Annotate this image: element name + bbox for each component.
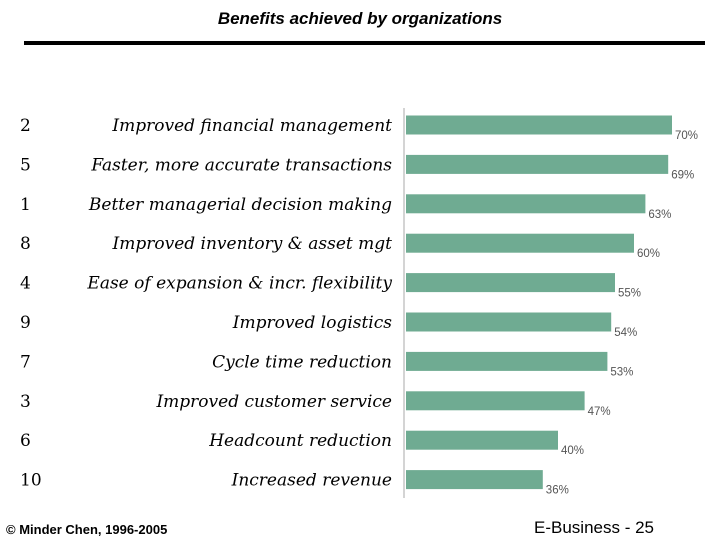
- bar: [406, 391, 585, 411]
- value-label: 63%: [648, 209, 671, 221]
- value-label: 54%: [614, 327, 637, 339]
- rank-label: 3: [20, 392, 31, 412]
- category-label: Cycle time reduction: [212, 352, 392, 372]
- rank-label: 6: [20, 431, 31, 451]
- value-label: 47%: [588, 406, 611, 418]
- category-label: Improved customer service: [155, 392, 392, 412]
- bar: [406, 115, 672, 135]
- value-label: 36%: [546, 485, 569, 497]
- rank-label: 7: [20, 352, 31, 372]
- value-label: 70%: [675, 130, 698, 142]
- rank-label: 1: [20, 195, 31, 215]
- bar: [406, 470, 543, 490]
- rank-label: 2: [20, 116, 31, 136]
- chart-rows: 2 Improved financial management 70% 5 Faster…: [20, 115, 698, 497]
- category-label: Headcount reduction: [208, 431, 392, 451]
- bar: [406, 351, 608, 371]
- category-label: Improved inventory & asset mgt: [112, 234, 393, 254]
- rank-label: 5: [20, 155, 31, 175]
- bar: [406, 430, 558, 450]
- category-label: Ease of expansion & incr. flexibility: [86, 274, 392, 294]
- title-rule: [24, 41, 705, 45]
- footer-copyright: © Minder Chen, 1996-2005: [6, 522, 168, 537]
- value-label: 60%: [637, 248, 660, 260]
- category-label: Improved logistics: [232, 313, 393, 333]
- value-label: 69%: [671, 169, 694, 181]
- category-label: Faster, more accurate transactions: [90, 155, 392, 175]
- page-title: Benefits achieved by organizations: [217, 9, 503, 28]
- rank-label: 10: [20, 471, 42, 491]
- value-label: 53%: [610, 366, 633, 378]
- bar: [406, 233, 634, 253]
- bar: [406, 273, 615, 293]
- value-label: 55%: [618, 288, 641, 300]
- rank-label: 4: [20, 274, 31, 294]
- category-label: Improved financial management: [111, 116, 392, 136]
- rank-label: 9: [20, 313, 31, 333]
- bar: [406, 312, 612, 332]
- bar: [406, 154, 669, 174]
- category-label: Better managerial decision making: [88, 195, 392, 215]
- bar: [406, 194, 646, 214]
- footer-page-number: E-Business - 25: [534, 518, 654, 537]
- value-label: 40%: [561, 445, 584, 457]
- category-label: Increased revenue: [231, 471, 392, 491]
- rank-label: 8: [20, 234, 31, 254]
